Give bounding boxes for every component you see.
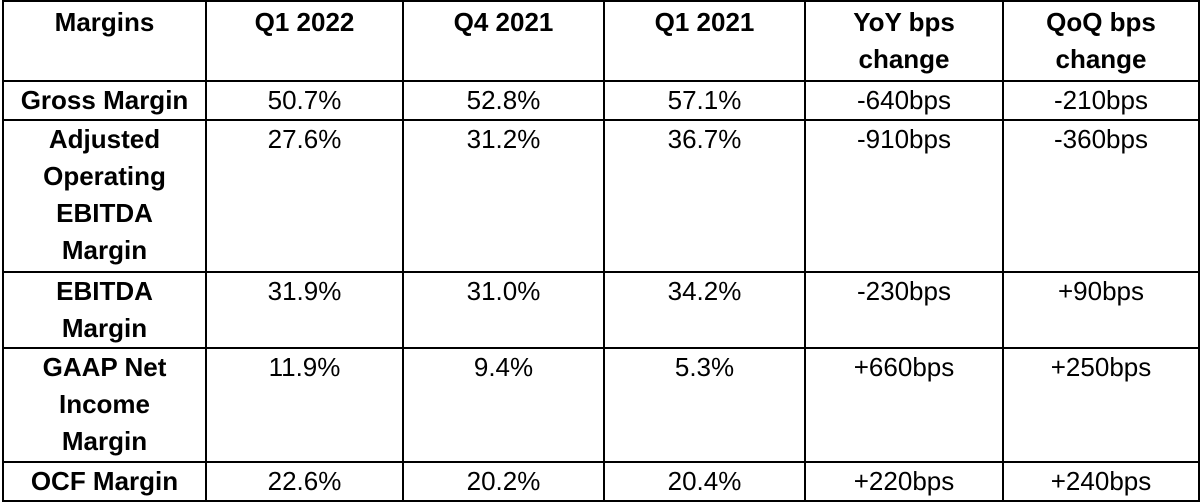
header-yoy-change: YoY bps change: [804, 0, 1004, 82]
table-row: EBITDA Margin 31.9% 31.0% 34.2% -230bps …: [2, 271, 1200, 349]
cell-value: 5.3%: [603, 347, 806, 463]
header-row: Margins Q1 2022 Q4 2021 Q1 2021 YoY bps …: [2, 0, 1200, 82]
cell-value: 31.9%: [205, 271, 404, 349]
row-label-adjusted-operating-ebitda-margin: Adjusted Operating EBITDA Margin: [2, 119, 207, 273]
cell-value: +90bps: [1002, 271, 1200, 349]
cell-value: 20.4%: [603, 461, 806, 502]
row-label-gaap-net-income-margin: GAAP Net Income Margin: [2, 347, 207, 463]
cell-value: 52.8%: [402, 80, 605, 121]
cell-value: 9.4%: [402, 347, 605, 463]
row-label-ocf-margin: OCF Margin: [2, 461, 207, 502]
header-margins: Margins: [2, 0, 207, 82]
cell-value: 22.6%: [205, 461, 404, 502]
cell-value: +660bps: [804, 347, 1004, 463]
header-q4-2021: Q4 2021: [402, 0, 605, 82]
cell-value: 34.2%: [603, 271, 806, 349]
table-row: GAAP Net Income Margin 11.9% 9.4% 5.3% +…: [2, 347, 1200, 463]
header-q1-2021: Q1 2021: [603, 0, 806, 82]
header-q1-2022: Q1 2022: [205, 0, 404, 82]
table-row: Gross Margin 50.7% 52.8% 57.1% -640bps -…: [2, 80, 1200, 121]
cell-value: 11.9%: [205, 347, 404, 463]
cell-value: 31.2%: [402, 119, 605, 273]
table-row: Adjusted Operating EBITDA Margin 27.6% 3…: [2, 119, 1200, 273]
cell-value: +250bps: [1002, 347, 1200, 463]
cell-value: 36.7%: [603, 119, 806, 273]
header-qoq-change: QoQ bps change: [1002, 0, 1200, 82]
cell-value: -210bps: [1002, 80, 1200, 121]
cell-value: 57.1%: [603, 80, 806, 121]
cell-value: +220bps: [804, 461, 1004, 502]
cell-value: -360bps: [1002, 119, 1200, 273]
cell-value: +240bps: [1002, 461, 1200, 502]
cell-value: -640bps: [804, 80, 1004, 121]
cell-value: 27.6%: [205, 119, 404, 273]
cell-value: -910bps: [804, 119, 1004, 273]
cell-value: -230bps: [804, 271, 1004, 349]
table-row: OCF Margin 22.6% 20.2% 20.4% +220bps +24…: [2, 461, 1200, 502]
cell-value: 20.2%: [402, 461, 605, 502]
row-label-ebitda-margin: EBITDA Margin: [2, 271, 207, 349]
cell-value: 31.0%: [402, 271, 605, 349]
row-label-gross-margin: Gross Margin: [2, 80, 207, 121]
cell-value: 50.7%: [205, 80, 404, 121]
